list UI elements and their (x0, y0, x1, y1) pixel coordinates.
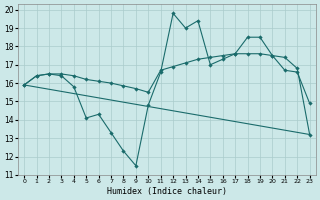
X-axis label: Humidex (Indice chaleur): Humidex (Indice chaleur) (107, 187, 227, 196)
